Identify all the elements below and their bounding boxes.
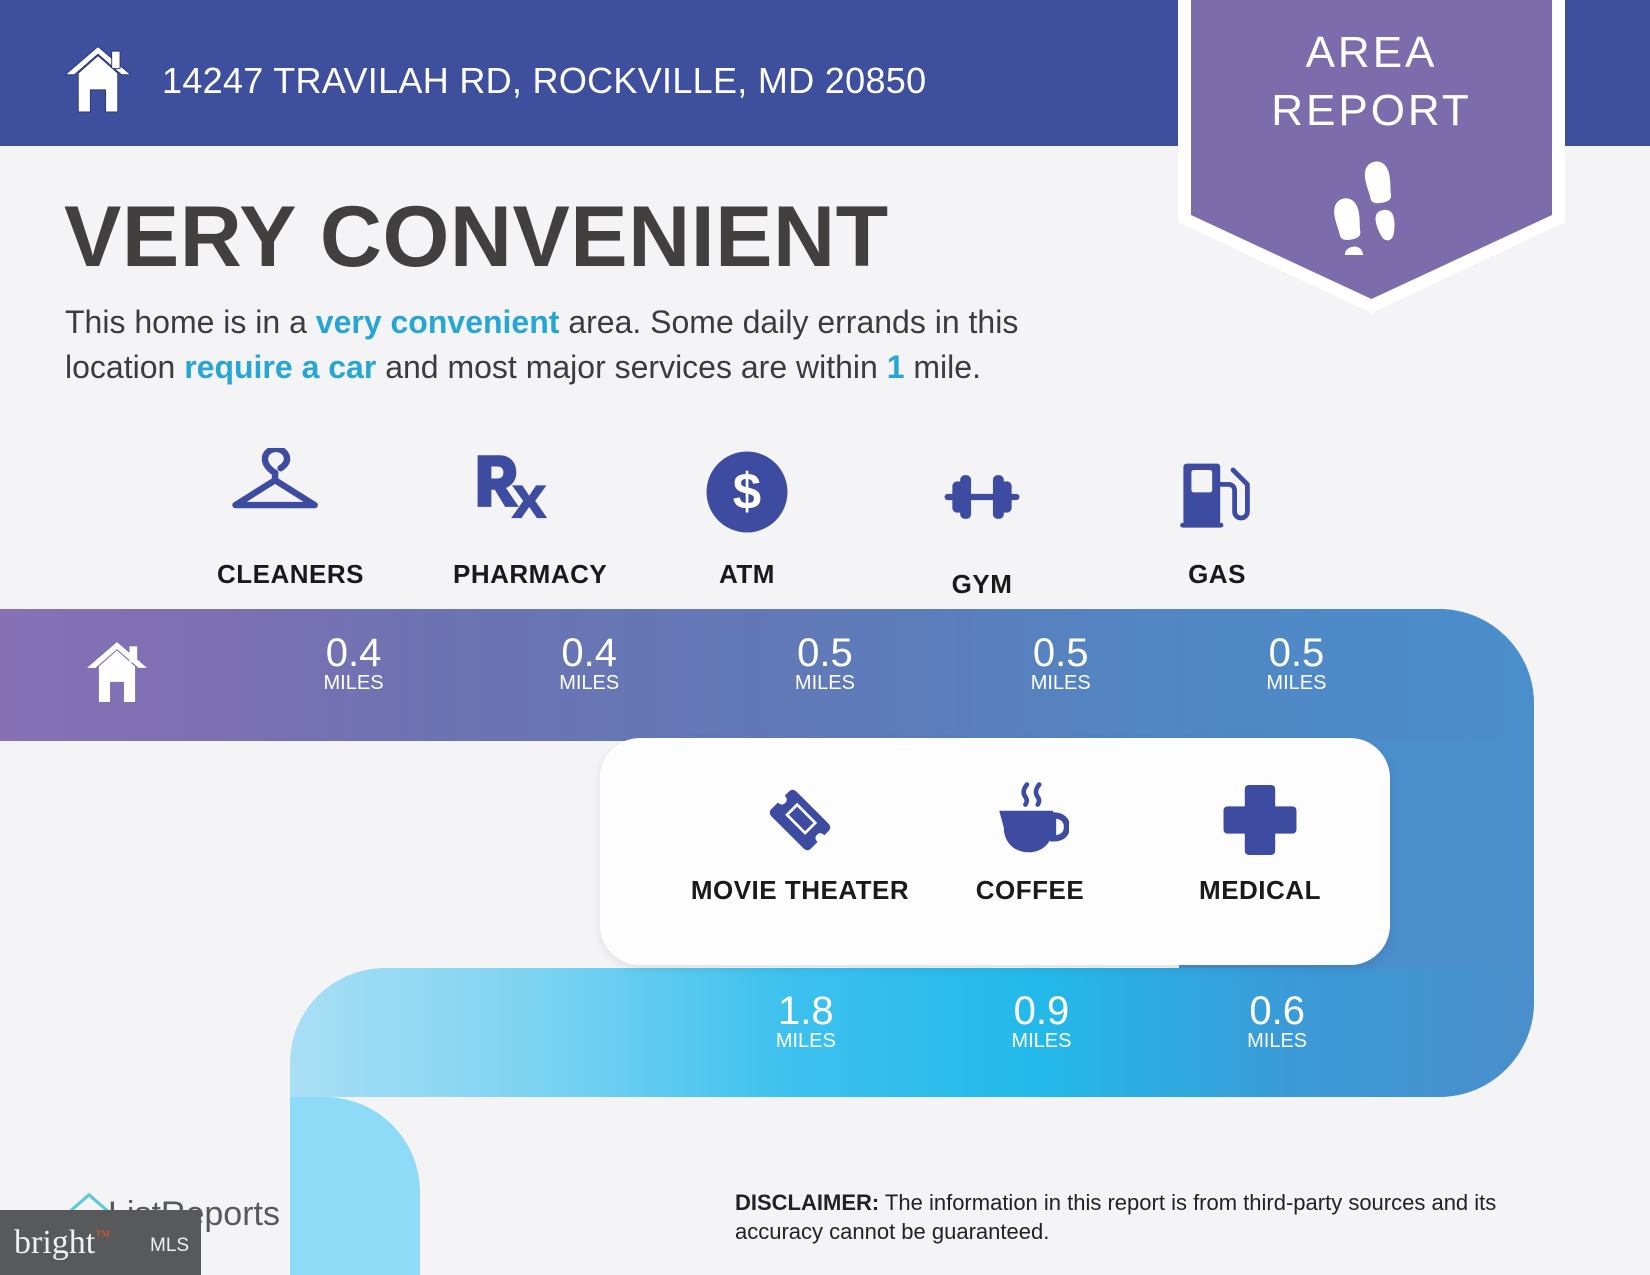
svg-text:$: $: [733, 463, 761, 520]
